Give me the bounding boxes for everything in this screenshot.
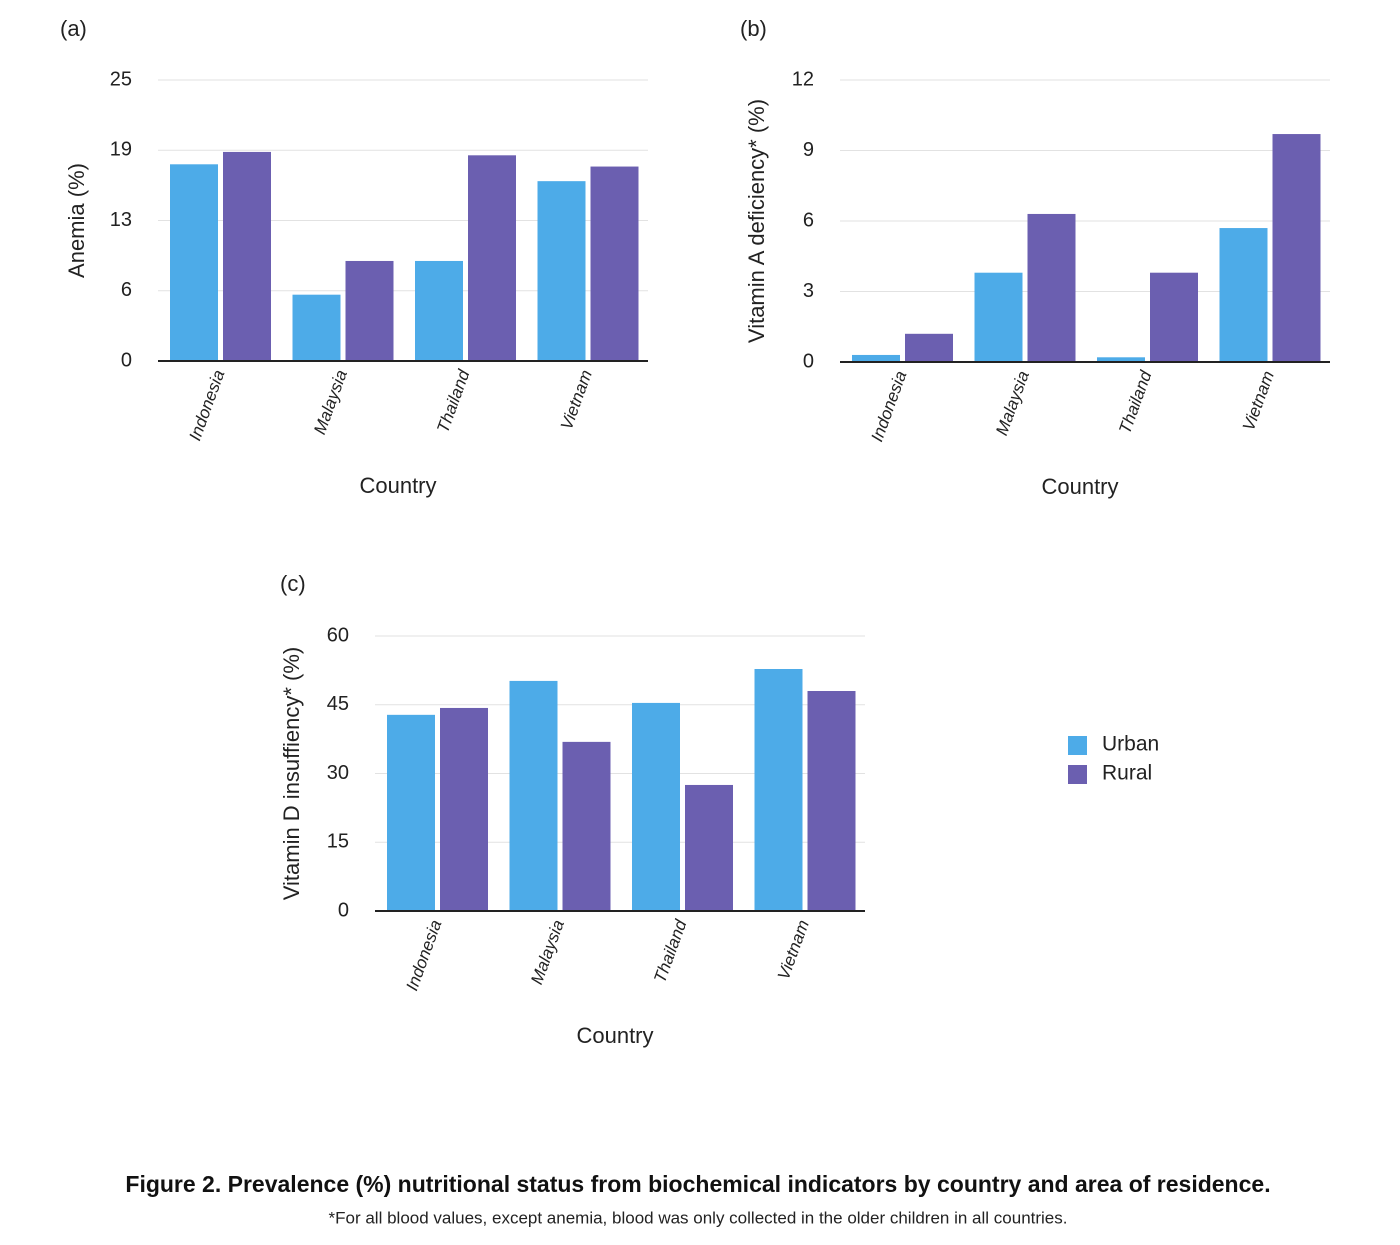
x-tick-label: Malaysia: [310, 367, 351, 437]
x-tick-label: Thailand: [1115, 368, 1155, 436]
bar: [537, 181, 586, 361]
bar: [345, 260, 394, 361]
bar: [509, 680, 558, 911]
panel-label: (b): [740, 16, 767, 41]
legend-label: Rural: [1102, 762, 1152, 785]
y-tick-label: 60: [327, 624, 349, 646]
y-tick-label: 19: [110, 139, 132, 161]
x-axis-title: Country: [359, 473, 436, 498]
x-tick-label: Malaysia: [527, 917, 568, 987]
y-tick-label: 12: [792, 68, 814, 90]
y-tick-label: 3: [803, 280, 814, 302]
y-tick-label: 15: [327, 831, 349, 853]
y-axis-title: Anemia (%): [64, 163, 89, 278]
y-axis-title: Vitamin D insuffiency* (%): [279, 647, 304, 901]
legend-label: Urban: [1102, 733, 1159, 756]
bar: [754, 669, 803, 911]
bar: [440, 707, 488, 911]
panel-label: (a): [60, 16, 87, 41]
x-tick-label: Indonesia: [185, 367, 228, 443]
x-tick-label: Indonesia: [867, 368, 910, 444]
bar: [1097, 357, 1145, 362]
bar: [170, 164, 218, 361]
x-tick-label: Vietnam: [774, 917, 813, 982]
y-tick-label: 6: [121, 279, 132, 301]
x-tick-label: Vietnam: [557, 367, 596, 432]
bar: [223, 151, 271, 361]
y-tick-label: 0: [803, 350, 814, 372]
bar: [415, 260, 463, 361]
x-tick-label: Thailand: [433, 367, 473, 435]
y-tick-label: 9: [803, 139, 814, 161]
y-tick-label: 45: [327, 693, 349, 715]
y-tick-label: 0: [338, 899, 349, 921]
bar: [852, 354, 900, 362]
bar: [632, 702, 680, 911]
bar: [974, 272, 1023, 362]
legend-swatch: [1068, 765, 1087, 784]
y-tick-label: 25: [110, 68, 132, 90]
bar: [1272, 134, 1321, 362]
bar: [562, 741, 611, 911]
bar: [387, 714, 435, 911]
y-tick-label: 13: [110, 209, 132, 231]
y-tick-label: 6: [803, 209, 814, 231]
panel-label: (c): [280, 571, 306, 596]
x-tick-label: Malaysia: [992, 368, 1033, 438]
bar: [1219, 228, 1268, 362]
bar: [292, 294, 341, 361]
y-tick-label: 30: [327, 762, 349, 784]
legend-swatch: [1068, 736, 1087, 755]
x-tick-label: Indonesia: [402, 917, 445, 993]
bar: [905, 333, 953, 362]
x-tick-label: Thailand: [650, 917, 690, 985]
x-tick-label: Vietnam: [1239, 368, 1278, 433]
x-axis-title: Country: [576, 1023, 653, 1048]
bar: [807, 691, 856, 911]
bar: [685, 784, 733, 911]
figure-caption: Figure 2. Prevalence (%) nutritional sta…: [125, 1171, 1270, 1197]
y-axis-title: Vitamin A deficiency* (%): [744, 99, 769, 343]
x-axis-title: Country: [1041, 474, 1118, 499]
footnote: *For all blood values, except anemia, bl…: [329, 1208, 1068, 1227]
bar: [468, 155, 516, 361]
bar: [1150, 272, 1198, 362]
bar: [1027, 213, 1076, 362]
y-tick-label: 0: [121, 349, 132, 371]
bar: [590, 166, 639, 361]
